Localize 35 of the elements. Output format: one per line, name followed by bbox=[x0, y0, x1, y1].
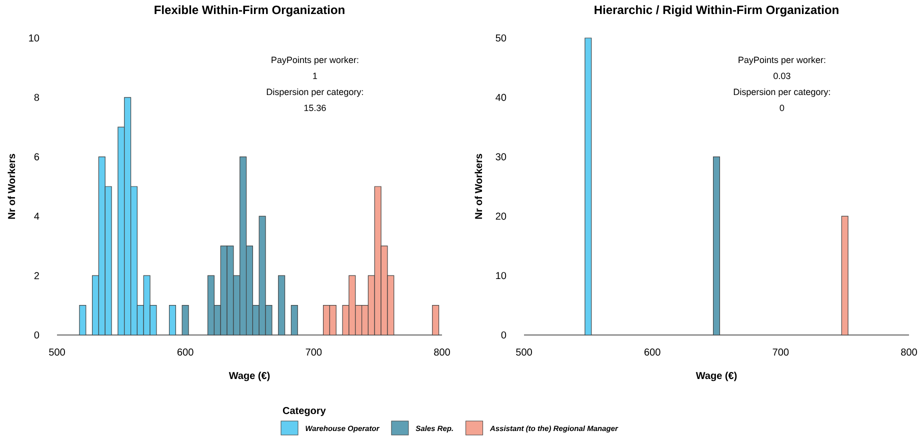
y-axis-title: Nr of Workers bbox=[474, 154, 482, 219]
annotation: 1 bbox=[313, 72, 318, 79]
y-tick-label: 2 bbox=[34, 272, 39, 280]
x-tick-label: 500 bbox=[516, 348, 532, 356]
x-tick-label: 600 bbox=[644, 348, 660, 356]
y-tick-label: 10 bbox=[496, 272, 506, 280]
annotation: Dispersion per category: bbox=[266, 88, 363, 97]
annotation: Dispersion per category: bbox=[734, 88, 830, 97]
y-tick-label: 20 bbox=[496, 212, 506, 220]
annotation: PayPoints per worker: bbox=[272, 56, 358, 65]
chart-title: Flexible Within-Firm Organization bbox=[154, 5, 344, 17]
x-tick-label: 600 bbox=[177, 348, 194, 356]
annotation: PayPoints per worker: bbox=[738, 56, 826, 65]
annotation: 0 bbox=[780, 104, 784, 112]
x-tick-label: 700 bbox=[772, 348, 789, 356]
chart-title: Hierarchic / Rigid Within-Firm Organization bbox=[594, 5, 838, 17]
x-tick-label: 500 bbox=[49, 348, 65, 356]
y-tick-label: 10 bbox=[29, 34, 40, 42]
x-tick-label: 700 bbox=[306, 348, 322, 356]
y-tick-label: 40 bbox=[496, 94, 506, 101]
y-axis-title: Nr of Workers bbox=[8, 154, 16, 219]
annotation: 0.03 bbox=[774, 72, 790, 80]
y-tick-label: 30 bbox=[496, 153, 506, 160]
y-tick-label: 8 bbox=[34, 94, 40, 101]
x-axis-title: Wage (€) bbox=[696, 372, 737, 382]
x-tick-label: 800 bbox=[434, 348, 450, 356]
y-tick-label: 6 bbox=[34, 153, 40, 160]
y-tick-label: 0 bbox=[34, 331, 40, 339]
y-tick-label: 50 bbox=[496, 34, 506, 42]
x-tick-label: 800 bbox=[901, 348, 917, 356]
y-tick-label: 4 bbox=[34, 212, 40, 220]
legend-title: Category bbox=[282, 407, 326, 416]
x-axis-title: Wage (€) bbox=[228, 372, 270, 382]
y-tick-label: 0 bbox=[501, 331, 506, 339]
annotation: 15.36 bbox=[304, 104, 326, 112]
